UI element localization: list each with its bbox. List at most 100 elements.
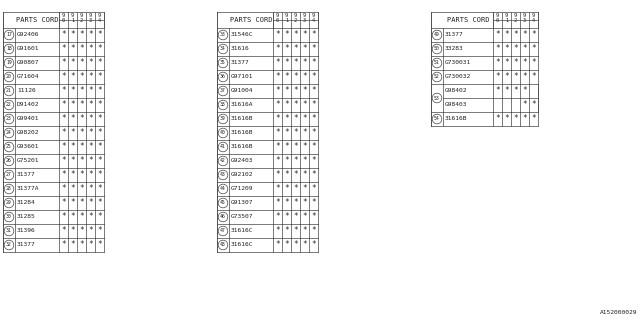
Text: 2: 2: [514, 18, 517, 23]
Text: *: *: [302, 198, 307, 207]
Text: 9: 9: [312, 13, 315, 18]
Text: *: *: [293, 44, 298, 53]
Text: 31: 31: [6, 228, 12, 234]
Text: *: *: [284, 44, 289, 53]
Text: *: *: [79, 185, 84, 194]
Text: *: *: [88, 212, 93, 221]
Circle shape: [218, 226, 228, 236]
Text: *: *: [522, 30, 527, 39]
Text: G91307: G91307: [231, 201, 253, 205]
Text: *: *: [79, 86, 84, 95]
Text: *: *: [311, 227, 316, 236]
Text: G98402: G98402: [445, 89, 467, 93]
Text: G730032: G730032: [445, 75, 471, 79]
Circle shape: [218, 212, 228, 222]
Text: D91402: D91402: [17, 102, 40, 108]
Text: *: *: [70, 86, 75, 95]
Text: 22: 22: [6, 102, 12, 108]
Text: *: *: [97, 100, 102, 109]
Text: 1: 1: [285, 18, 288, 23]
Circle shape: [4, 114, 14, 124]
Text: *: *: [61, 241, 66, 250]
Text: *: *: [531, 100, 536, 109]
Text: 9: 9: [276, 13, 279, 18]
Text: *: *: [311, 241, 316, 250]
Text: *: *: [302, 185, 307, 194]
Text: *: *: [284, 156, 289, 165]
Text: 9: 9: [523, 13, 526, 18]
Text: *: *: [88, 73, 93, 82]
Text: *: *: [79, 212, 84, 221]
Text: *: *: [88, 227, 93, 236]
Text: 9: 9: [89, 13, 92, 18]
Text: *: *: [311, 86, 316, 95]
Text: *: *: [61, 156, 66, 165]
Text: *: *: [293, 129, 298, 138]
Text: 29: 29: [6, 201, 12, 205]
Text: 19: 19: [6, 60, 12, 66]
Text: *: *: [88, 115, 93, 124]
Text: 4: 4: [532, 18, 535, 23]
Text: *: *: [284, 100, 289, 109]
Text: G730031: G730031: [445, 60, 471, 66]
Text: 33: 33: [220, 33, 226, 37]
Text: *: *: [70, 198, 75, 207]
Circle shape: [218, 142, 228, 152]
Text: 31616C: 31616C: [231, 243, 253, 247]
Text: *: *: [61, 73, 66, 82]
Text: *: *: [522, 73, 527, 82]
Circle shape: [218, 86, 228, 96]
Text: 31616A: 31616A: [231, 102, 253, 108]
Text: *: *: [513, 86, 518, 95]
Text: 31377: 31377: [17, 243, 36, 247]
Text: *: *: [61, 142, 66, 151]
Text: 31377: 31377: [445, 33, 464, 37]
Circle shape: [4, 212, 14, 222]
Text: 37: 37: [220, 89, 226, 93]
Text: 31616B: 31616B: [231, 116, 253, 122]
Text: *: *: [504, 44, 509, 53]
Text: *: *: [97, 227, 102, 236]
Text: 28: 28: [6, 187, 12, 191]
Text: *: *: [311, 115, 316, 124]
Text: *: *: [293, 142, 298, 151]
Text: *: *: [293, 198, 298, 207]
Text: *: *: [88, 142, 93, 151]
Text: *: *: [79, 59, 84, 68]
Text: *: *: [61, 227, 66, 236]
Text: *: *: [504, 30, 509, 39]
Circle shape: [218, 100, 228, 110]
Text: *: *: [275, 156, 280, 165]
Circle shape: [4, 240, 14, 250]
Text: *: *: [61, 212, 66, 221]
Text: *: *: [302, 73, 307, 82]
Text: 9: 9: [294, 13, 297, 18]
Text: *: *: [70, 59, 75, 68]
Text: *: *: [275, 212, 280, 221]
Text: PARTS CORD: PARTS CORD: [16, 17, 58, 23]
Text: A152000029: A152000029: [600, 310, 637, 315]
Text: 24: 24: [6, 131, 12, 135]
Text: *: *: [70, 227, 75, 236]
Text: *: *: [311, 100, 316, 109]
Text: PARTS CORD: PARTS CORD: [230, 17, 272, 23]
Circle shape: [4, 170, 14, 180]
Text: *: *: [70, 156, 75, 165]
Text: *: *: [88, 156, 93, 165]
Text: *: *: [79, 30, 84, 39]
Text: 54: 54: [434, 116, 440, 122]
Text: 3: 3: [303, 18, 306, 23]
Text: *: *: [97, 44, 102, 53]
Circle shape: [4, 86, 14, 96]
Circle shape: [4, 100, 14, 110]
Text: G92406: G92406: [17, 33, 40, 37]
Text: *: *: [61, 100, 66, 109]
Text: 0: 0: [496, 18, 499, 23]
Text: 0: 0: [276, 18, 279, 23]
Text: *: *: [522, 100, 527, 109]
Text: *: *: [70, 241, 75, 250]
Text: 34: 34: [220, 46, 226, 52]
Text: *: *: [302, 100, 307, 109]
Text: *: *: [504, 59, 509, 68]
Text: 9: 9: [303, 13, 306, 18]
